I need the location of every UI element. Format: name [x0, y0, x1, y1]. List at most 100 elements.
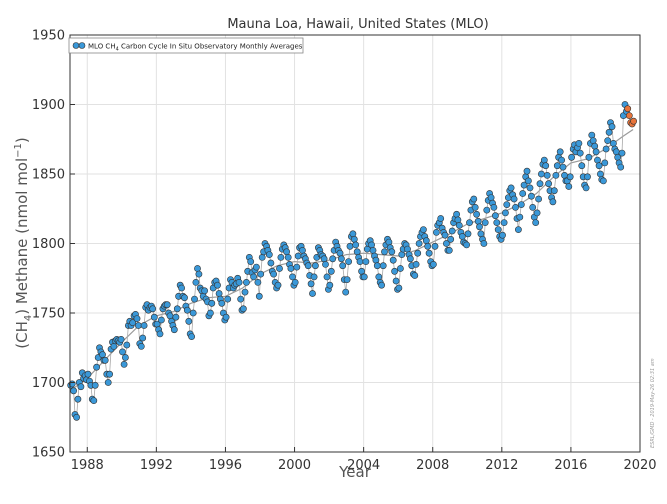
- data-point: [311, 262, 319, 270]
- data-point: [284, 253, 292, 261]
- data-point: [343, 276, 351, 283]
- data-point: [476, 223, 483, 231]
- data-point: [322, 260, 329, 268]
- data-point: [134, 322, 142, 329]
- data-point: [119, 348, 126, 356]
- data-point: [432, 228, 440, 236]
- data-point: [578, 162, 586, 170]
- data-point: [360, 273, 368, 281]
- data-point: [195, 270, 203, 278]
- data-point: [323, 273, 331, 281]
- data-point: [542, 162, 550, 170]
- preliminary-data-point: [630, 117, 637, 125]
- data-point: [353, 248, 361, 256]
- data-point: [533, 209, 541, 217]
- data-point: [480, 240, 488, 247]
- y-tick-label: 1700: [32, 376, 65, 391]
- data-point: [490, 203, 498, 211]
- legend-box: [68, 37, 304, 54]
- data-point: [201, 287, 208, 295]
- data-point: [173, 305, 181, 313]
- data-point: [183, 306, 191, 314]
- data-point: [215, 290, 223, 297]
- data-point: [520, 181, 528, 189]
- data-point: [265, 251, 273, 258]
- data-point: [247, 258, 255, 265]
- data-point: [369, 246, 377, 254]
- data-point: [470, 195, 478, 203]
- data-point: [431, 242, 439, 250]
- data-point: [222, 313, 230, 321]
- data-point: [464, 230, 472, 238]
- data-point: [327, 267, 335, 275]
- data-point: [549, 198, 557, 206]
- data-point: [543, 171, 551, 179]
- preliminary-data-point: [625, 112, 633, 119]
- data-point: [605, 128, 613, 136]
- data-point: [471, 203, 479, 211]
- data-point: [381, 248, 388, 256]
- data-point: [602, 145, 610, 153]
- data-point: [463, 241, 470, 249]
- data-point: [442, 240, 450, 247]
- data-point: [389, 256, 397, 264]
- data-point: [588, 131, 596, 139]
- data-point: [540, 156, 548, 164]
- data-point: [93, 363, 100, 371]
- data-point: [501, 209, 509, 217]
- data-point: [474, 217, 482, 225]
- data-point: [307, 280, 315, 288]
- data-point: [181, 294, 188, 302]
- data-point: [239, 305, 247, 313]
- data-point: [329, 255, 337, 263]
- data-point: [378, 281, 385, 289]
- data-point: [270, 270, 277, 278]
- data-point: [192, 278, 200, 286]
- data-point: [441, 231, 449, 239]
- data-point: [257, 270, 265, 278]
- data-point: [454, 216, 462, 224]
- data-point: [241, 288, 249, 296]
- data-point: [406, 255, 414, 263]
- x-tick-label: 1992: [140, 458, 173, 473]
- data-point: [604, 137, 612, 144]
- data-point: [252, 263, 260, 271]
- data-point: [91, 381, 99, 389]
- data-point: [104, 379, 112, 386]
- data-point: [536, 180, 544, 188]
- data-point: [395, 284, 403, 292]
- data-point: [494, 226, 502, 233]
- data-point: [101, 356, 109, 364]
- chart-title: Mauna Loa, Hawaii, United States (MLO): [227, 17, 488, 32]
- data-point: [535, 195, 542, 203]
- data-point: [448, 227, 456, 235]
- data-point: [110, 342, 118, 350]
- data-point: [358, 267, 365, 275]
- data-point: [473, 210, 480, 218]
- data-point: [493, 219, 501, 226]
- data-point: [565, 183, 573, 190]
- data-point: [362, 258, 370, 265]
- data-point: [206, 309, 214, 317]
- data-point: [507, 184, 515, 192]
- data-point: [528, 192, 535, 200]
- data-point: [163, 301, 171, 309]
- data-point: [157, 316, 165, 324]
- x-tick-label: 1996: [209, 458, 242, 473]
- data-point: [277, 253, 285, 261]
- data-point: [350, 235, 358, 243]
- data-point: [512, 203, 519, 211]
- y-axis-ticks: 1650 1700 1750 1800 1850 1900 1950: [32, 29, 75, 461]
- y-tick-label: 1950: [32, 29, 65, 44]
- data-point: [320, 255, 328, 263]
- data-point: [601, 159, 609, 167]
- data-point: [597, 170, 604, 178]
- data-point: [299, 246, 306, 254]
- data-point: [346, 242, 354, 250]
- data-point: [414, 249, 422, 257]
- data-point: [415, 240, 423, 247]
- data-point: [99, 351, 106, 359]
- data-point: [274, 281, 282, 289]
- data-point: [515, 226, 522, 233]
